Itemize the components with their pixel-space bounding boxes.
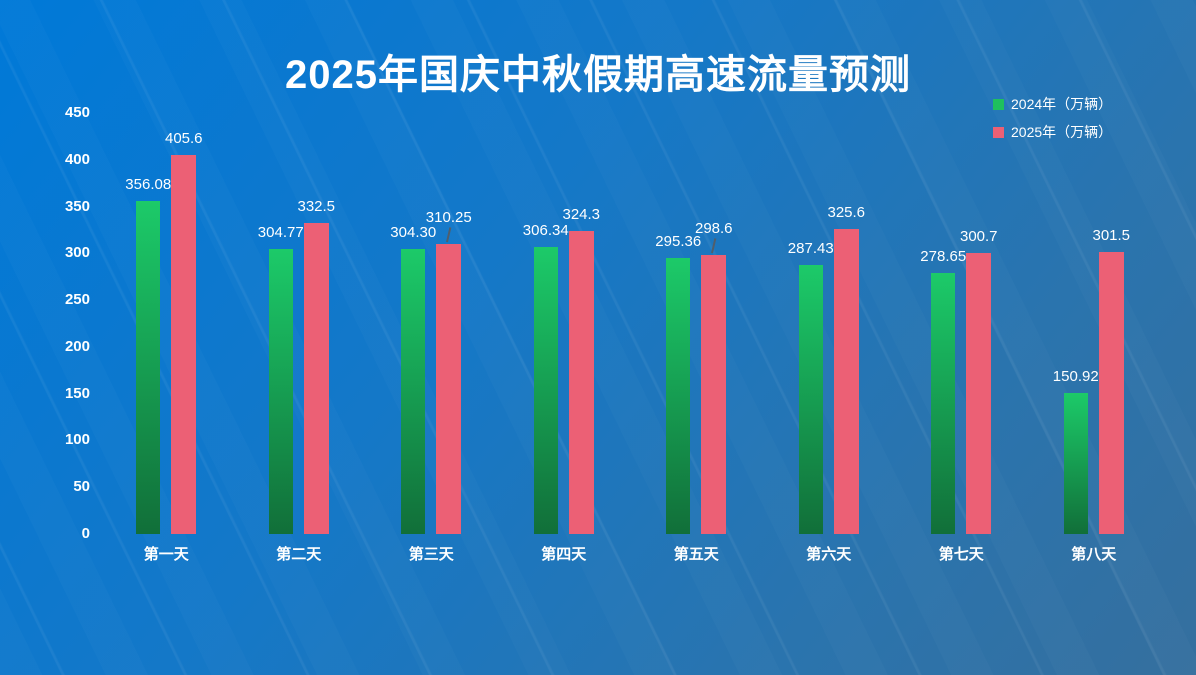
bar-wrapper: 304.30 [390,224,436,534]
bar-wrapper: 300.7 [960,228,998,534]
value-label: 278.65 [920,248,967,265]
x-axis-label: 第六天 [806,546,852,563]
x-axis-label: 第一天 [143,546,189,563]
bar-wrapper: 356.08 [125,176,171,534]
bar-group: 150.92 301.5 第八天 [1028,113,1161,563]
y-tick-label: 50 [73,478,90,496]
bar-wrapper: 325.6 [827,204,865,534]
legend-swatch-2024 [993,98,1004,110]
bar-group: 295.36 298.6 第五天 [630,113,763,563]
bar-2024 [1063,393,1088,534]
bar-2024 [533,247,558,534]
legend-label: 2025年（万辆） [1011,124,1113,140]
bar-group: 287.43 325.6 第六天 [763,113,896,563]
y-tick-label: 350 [64,197,90,215]
value-label: 301.5 [1092,227,1131,244]
value-label: 150.92 [1052,368,1099,385]
plot-area: 356.08 405.6 第一天 304.77 332.5 第二天 304.30 310.25… [100,113,1161,563]
bar-wrapper: 287.43 [788,240,834,534]
x-axis-label: 第七天 [938,546,984,563]
bar-wrapper: 310.25 [426,209,472,534]
bar-wrapper: 332.5 [297,198,335,534]
value-label: 306.34 [522,222,569,239]
bar-wrapper: 295.36 [655,233,701,534]
bar-group: 304.77 332.5 第二天 [233,113,366,563]
y-tick-label: 0 [81,525,90,542]
value-label: 300.7 [959,228,998,245]
bar-2024 [666,258,691,534]
bar-2025 [701,255,727,534]
value-label: 304.30 [390,224,437,241]
value-label: 356.08 [125,176,172,193]
bar-2024 [931,273,956,534]
x-axis-label: 第四天 [541,546,587,563]
y-tick-label: 150 [64,384,90,402]
bar-wrapper: 298.6 [695,220,733,534]
bar-2024 [401,249,426,534]
bar-group: 306.34 324.3 第四天 [498,113,631,563]
label-leader-line [710,238,716,254]
legend-swatch-2025 [993,126,1004,138]
bar-2025 [1098,252,1124,534]
bar-wrapper: 405.6 [165,130,203,534]
y-tick-label: 450 [64,104,90,121]
x-axis-label: 第五天 [673,546,719,563]
bar-wrapper: 278.65 [920,248,966,534]
legend-item: 2025年（万辆） [993,122,1112,142]
bar-wrapper: 324.3 [562,206,600,534]
bar-2025 [303,223,329,534]
y-tick-label: 250 [64,291,90,309]
x-axis-label: 第八天 [1071,546,1117,563]
y-tick-label: 100 [64,431,90,449]
legend-item: 2024年（万辆） [993,94,1112,114]
value-label: 304.77 [257,224,304,241]
y-tick-label: 200 [64,337,90,355]
legend-label: 2024年（万辆） [1011,96,1113,112]
x-axis-label: 第三天 [408,546,454,563]
bar-2025 [436,244,462,534]
legend: 2024年（万辆） 2025年（万辆） [993,94,1112,150]
y-tick-label: 300 [64,244,90,262]
value-label: 332.5 [297,198,336,215]
bar-wrapper: 150.92 [1053,368,1099,534]
bar-2024 [268,249,293,534]
value-label: 325.6 [827,204,866,221]
x-axis-label: 第二天 [276,546,322,563]
bar-group: 278.65 300.7 第七天 [895,113,1028,563]
bar-wrapper: 304.77 [258,224,304,534]
bar-2025 [966,253,992,534]
bar-2025 [568,231,594,534]
bar-2025 [833,229,859,534]
bar-2024 [798,265,823,534]
bar-group: 304.30 310.25 第三天 [365,113,498,563]
y-tick-label: 400 [64,150,90,168]
value-label: 324.3 [562,206,601,223]
label-leader-line [445,227,451,243]
value-label: 295.36 [655,233,702,250]
bar-group: 356.08 405.6 第一天 [100,113,233,563]
value-label: 310.25 [425,209,472,226]
chart-title: 2025年国庆中秋假期高速流量预测 [285,53,911,97]
bar-2024 [136,201,161,534]
bar-2025 [171,155,197,534]
bar-wrapper: 306.34 [523,222,569,534]
value-label: 405.6 [164,130,203,147]
value-label: 298.6 [694,220,733,237]
y-axis: 0 50 100 150 200 250 300 350 400 450 [0,104,90,542]
bar-wrapper: 301.5 [1092,227,1130,534]
value-label: 287.43 [787,240,834,257]
